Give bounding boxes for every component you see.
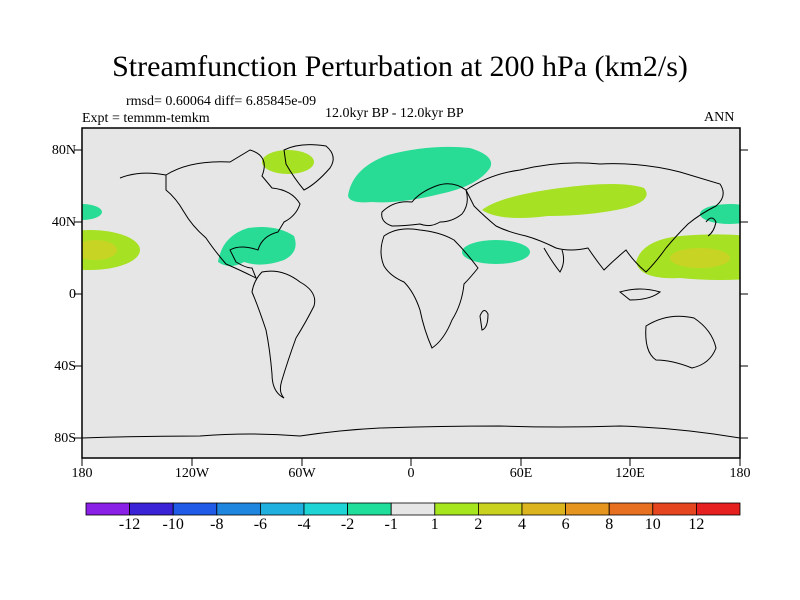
colorbar-swatch: [347, 502, 392, 516]
colorbar-swatch: [390, 502, 436, 516]
colorbar-swatch: [172, 502, 218, 516]
colorbar-label: -8: [210, 516, 224, 533]
india-coast: [543, 247, 565, 273]
colorbar-swatch: [129, 502, 174, 516]
colorbar-swatch: [696, 502, 741, 516]
lon-label: 60E: [509, 466, 533, 481]
anomaly-negative: [462, 240, 530, 264]
anomaly-positive: [482, 184, 647, 218]
anomaly-positive-core: [670, 248, 730, 268]
lat-label: 80S: [54, 431, 76, 446]
europe-coast: [381, 183, 468, 227]
japan-coast: [705, 217, 717, 237]
colorbar-swatch: [434, 502, 479, 516]
period-label: 12.0kyr BP - 12.0kyr BP: [325, 106, 464, 121]
colorbar-label: 4: [518, 516, 526, 533]
lon-label: 0: [407, 466, 415, 481]
colorbar-label: -4: [297, 516, 311, 533]
stats-text: rmsd= 0.60064 diff= 6.85845e-09: [126, 94, 317, 109]
colorbar-swatch: [303, 502, 348, 516]
colorbar-swatch: [259, 502, 305, 516]
colorbar-label: 8: [605, 516, 614, 533]
map-title: Streamfunction Perturbation at 200 hPa (…: [112, 50, 688, 83]
lat-label: 40S: [54, 359, 76, 374]
colorbar-swatch: [652, 502, 697, 516]
lon-label: 120W: [174, 466, 210, 481]
north-america-coast: [165, 149, 301, 280]
lon-label: 180: [71, 466, 93, 481]
lat-label: 0: [69, 287, 76, 302]
madagascar-coast: [479, 310, 489, 331]
alaska-coast: [119, 172, 167, 179]
colorbar-swatch: [85, 502, 130, 516]
season-label: ANN: [704, 110, 735, 125]
coastlines: [82, 144, 747, 439]
anomaly-positive-core: [82, 240, 117, 260]
colorbar-label: -12: [118, 516, 141, 533]
axis-ticks: [74, 149, 748, 466]
anomaly-negative: [700, 204, 740, 224]
colorbar-swatch: [608, 502, 654, 516]
africa-coast: [380, 228, 479, 349]
south-america-coast: [251, 270, 316, 399]
lon-label: 180: [729, 466, 751, 481]
lat-label: 80N: [51, 143, 76, 158]
colorbar-label: 10: [644, 516, 661, 533]
indonesia-coast: [618, 288, 662, 301]
colorbar-label: 6: [561, 516, 570, 533]
colorbar-label: -2: [340, 516, 355, 533]
new-zealand-coast: [742, 368, 747, 386]
greenland-coast: [283, 144, 334, 191]
colorbar-swatch: [216, 502, 261, 516]
colorbar-swatch: [565, 502, 610, 516]
anomaly-positive: [262, 150, 314, 174]
antarctica-coast: [82, 425, 740, 439]
colorbar-swatch: [521, 502, 566, 516]
colorbar-label: 2: [474, 516, 483, 533]
asia-coast: [465, 162, 724, 273]
lat-label: 40N: [51, 215, 76, 230]
lon-label: 60W: [288, 466, 316, 481]
anomaly-negative: [82, 204, 102, 220]
australia-coast: [645, 315, 717, 369]
anomaly-negative: [218, 227, 296, 266]
colorbar-label: -10: [162, 516, 184, 533]
anomaly-negative: [348, 146, 492, 203]
colorbar-label: 12: [688, 516, 705, 533]
colorbar-swatch: [477, 502, 523, 516]
experiment-label: Expt = temmm-temkm: [82, 111, 210, 126]
colorbar-label: 1: [430, 516, 439, 533]
colorbar-label: -1: [384, 516, 398, 533]
colorbar-label: -6: [253, 516, 268, 533]
lon-label: 120E: [615, 466, 645, 481]
colorbar: [85, 502, 741, 516]
anomaly-contours: [82, 146, 740, 280]
